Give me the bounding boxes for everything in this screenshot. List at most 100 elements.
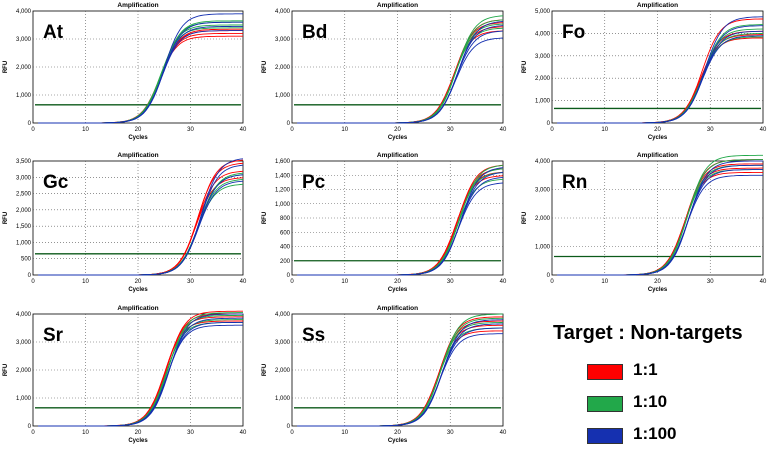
x-tick-label: 20 <box>394 430 401 436</box>
x-tick-label: 0 <box>31 279 35 285</box>
x-tick-label: 0 <box>550 127 554 133</box>
x-tick-label: 40 <box>500 430 507 436</box>
y-tick-label: 3,000 <box>535 188 551 194</box>
x-tick-label: 40 <box>240 279 247 285</box>
y-tick-label: 3,000 <box>275 37 291 43</box>
amplification-curve <box>297 319 504 427</box>
x-tick-label: 0 <box>31 430 35 436</box>
sample-label: Pc <box>302 172 326 193</box>
y-tick-label: 0 <box>287 121 291 127</box>
x-axis-label: Cycles <box>648 287 668 293</box>
y-tick-label: 2,000 <box>275 65 291 71</box>
y-tick-label: 2,000 <box>16 208 32 214</box>
y-tick-label: 1,000 <box>275 202 291 208</box>
x-axis-label: Cycles <box>648 135 668 141</box>
y-tick-label: 0 <box>547 273 551 279</box>
x-tick-label: 0 <box>290 127 294 133</box>
x-tick-label: 20 <box>135 127 142 133</box>
y-tick-label: 5,000 <box>535 9 551 15</box>
chart-at: Amplification 0 10 20 30 40 0 1,000 2,000 3,000 4,… <box>3 2 247 141</box>
x-tick-label: 10 <box>601 279 608 285</box>
y-tick-label: 1,000 <box>535 99 551 105</box>
legend-swatch-red <box>587 364 623 380</box>
x-tick-label: 20 <box>394 279 401 285</box>
y-axis-label: RFU <box>3 61 9 73</box>
y-tick-label: 4,000 <box>16 9 32 15</box>
y-tick-label: 4,000 <box>535 31 551 37</box>
y-tick-label: 1,000 <box>275 396 291 402</box>
amplification-curve <box>38 313 243 427</box>
x-tick-label: 40 <box>760 127 767 133</box>
sample-label: Bd <box>302 22 327 43</box>
x-tick-label: 40 <box>500 127 507 133</box>
x-axis-label: Cycles <box>128 438 148 444</box>
y-tick-label: 3,500 <box>16 159 32 165</box>
y-tick-label: 1,000 <box>275 93 291 99</box>
x-axis-label: Cycles <box>128 287 148 293</box>
amplification-curve <box>297 21 504 124</box>
y-tick-label: 0 <box>287 273 291 279</box>
x-tick-label: 40 <box>240 430 247 436</box>
x-tick-label: 10 <box>341 430 348 436</box>
y-axis-label: RFU <box>262 212 268 224</box>
y-tick-label: 1,000 <box>16 240 32 246</box>
y-axis-label: RFU <box>262 61 268 73</box>
y-tick-label: 1,000 <box>16 396 32 402</box>
y-axis-label: RFU <box>522 61 528 73</box>
x-tick-label: 30 <box>187 430 194 436</box>
amplification-curve <box>557 16 763 124</box>
x-axis-label: Cycles <box>388 438 408 444</box>
chart-title: Amplification <box>377 305 418 312</box>
y-tick-label: 2,000 <box>535 76 551 82</box>
chart-ss: Amplification 0 10 20 30 40 0 1,000 2,000 3,000 4,… <box>262 305 507 444</box>
y-tick-label: 1,000 <box>535 245 551 251</box>
x-tick-label: 40 <box>500 279 507 285</box>
x-tick-label: 0 <box>550 279 554 285</box>
chart-bd: Amplification 0 10 20 30 40 0 1,000 2,000 3,000 4,… <box>262 2 507 141</box>
y-tick-label: 0 <box>28 424 32 430</box>
chart-title: Amplification <box>377 152 418 159</box>
sample-label: Ss <box>302 325 325 346</box>
y-tick-label: 1,400 <box>275 173 291 179</box>
sample-label: Sr <box>43 325 64 346</box>
y-tick-label: 3,000 <box>16 340 32 346</box>
x-tick-label: 30 <box>707 127 714 133</box>
amplification-curve <box>38 158 244 276</box>
y-tick-label: 4,000 <box>535 159 551 165</box>
x-tick-label: 30 <box>447 430 454 436</box>
chart-gc: Amplification 0 10 20 30 40 0 500 1,000 1,500 2,00… <box>3 152 247 293</box>
amplification-curve <box>557 160 763 276</box>
y-axis-label: RFU <box>262 364 268 376</box>
y-tick-label: 600 <box>280 230 291 236</box>
y-tick-label: 2,000 <box>16 65 32 71</box>
x-tick-label: 10 <box>601 127 608 133</box>
x-tick-label: 20 <box>654 279 661 285</box>
x-axis-label: Cycles <box>388 135 408 141</box>
legend-label: 1:10 <box>633 392 668 411</box>
y-tick-label: 0 <box>28 121 32 127</box>
x-tick-label: 30 <box>707 279 714 285</box>
sample-label: Rn <box>562 172 587 193</box>
y-tick-label: 4,000 <box>275 312 291 318</box>
y-tick-label: 3,000 <box>16 175 32 181</box>
x-tick-label: 30 <box>187 279 194 285</box>
y-tick-label: 1,200 <box>275 188 291 194</box>
y-tick-label: 800 <box>280 216 291 222</box>
legend-title: Target : Non-targets <box>553 322 743 344</box>
legend: Target : Non-targets 1:1 1:10 1:100 <box>553 322 773 452</box>
y-tick-label: 3,000 <box>16 37 32 43</box>
amplification-curve <box>38 13 243 124</box>
x-tick-label: 20 <box>135 279 142 285</box>
x-tick-label: 0 <box>290 279 294 285</box>
legend-swatch-blue <box>587 428 623 444</box>
y-tick-label: 3,000 <box>275 340 291 346</box>
y-tick-label: 500 <box>21 257 32 263</box>
x-tick-label: 10 <box>341 279 348 285</box>
y-tick-label: 0 <box>287 424 291 430</box>
sample-label: Gc <box>43 172 69 193</box>
x-tick-label: 10 <box>82 430 89 436</box>
y-tick-label: 3,000 <box>535 54 551 60</box>
x-tick-label: 30 <box>447 279 454 285</box>
y-tick-label: 0 <box>28 273 32 279</box>
